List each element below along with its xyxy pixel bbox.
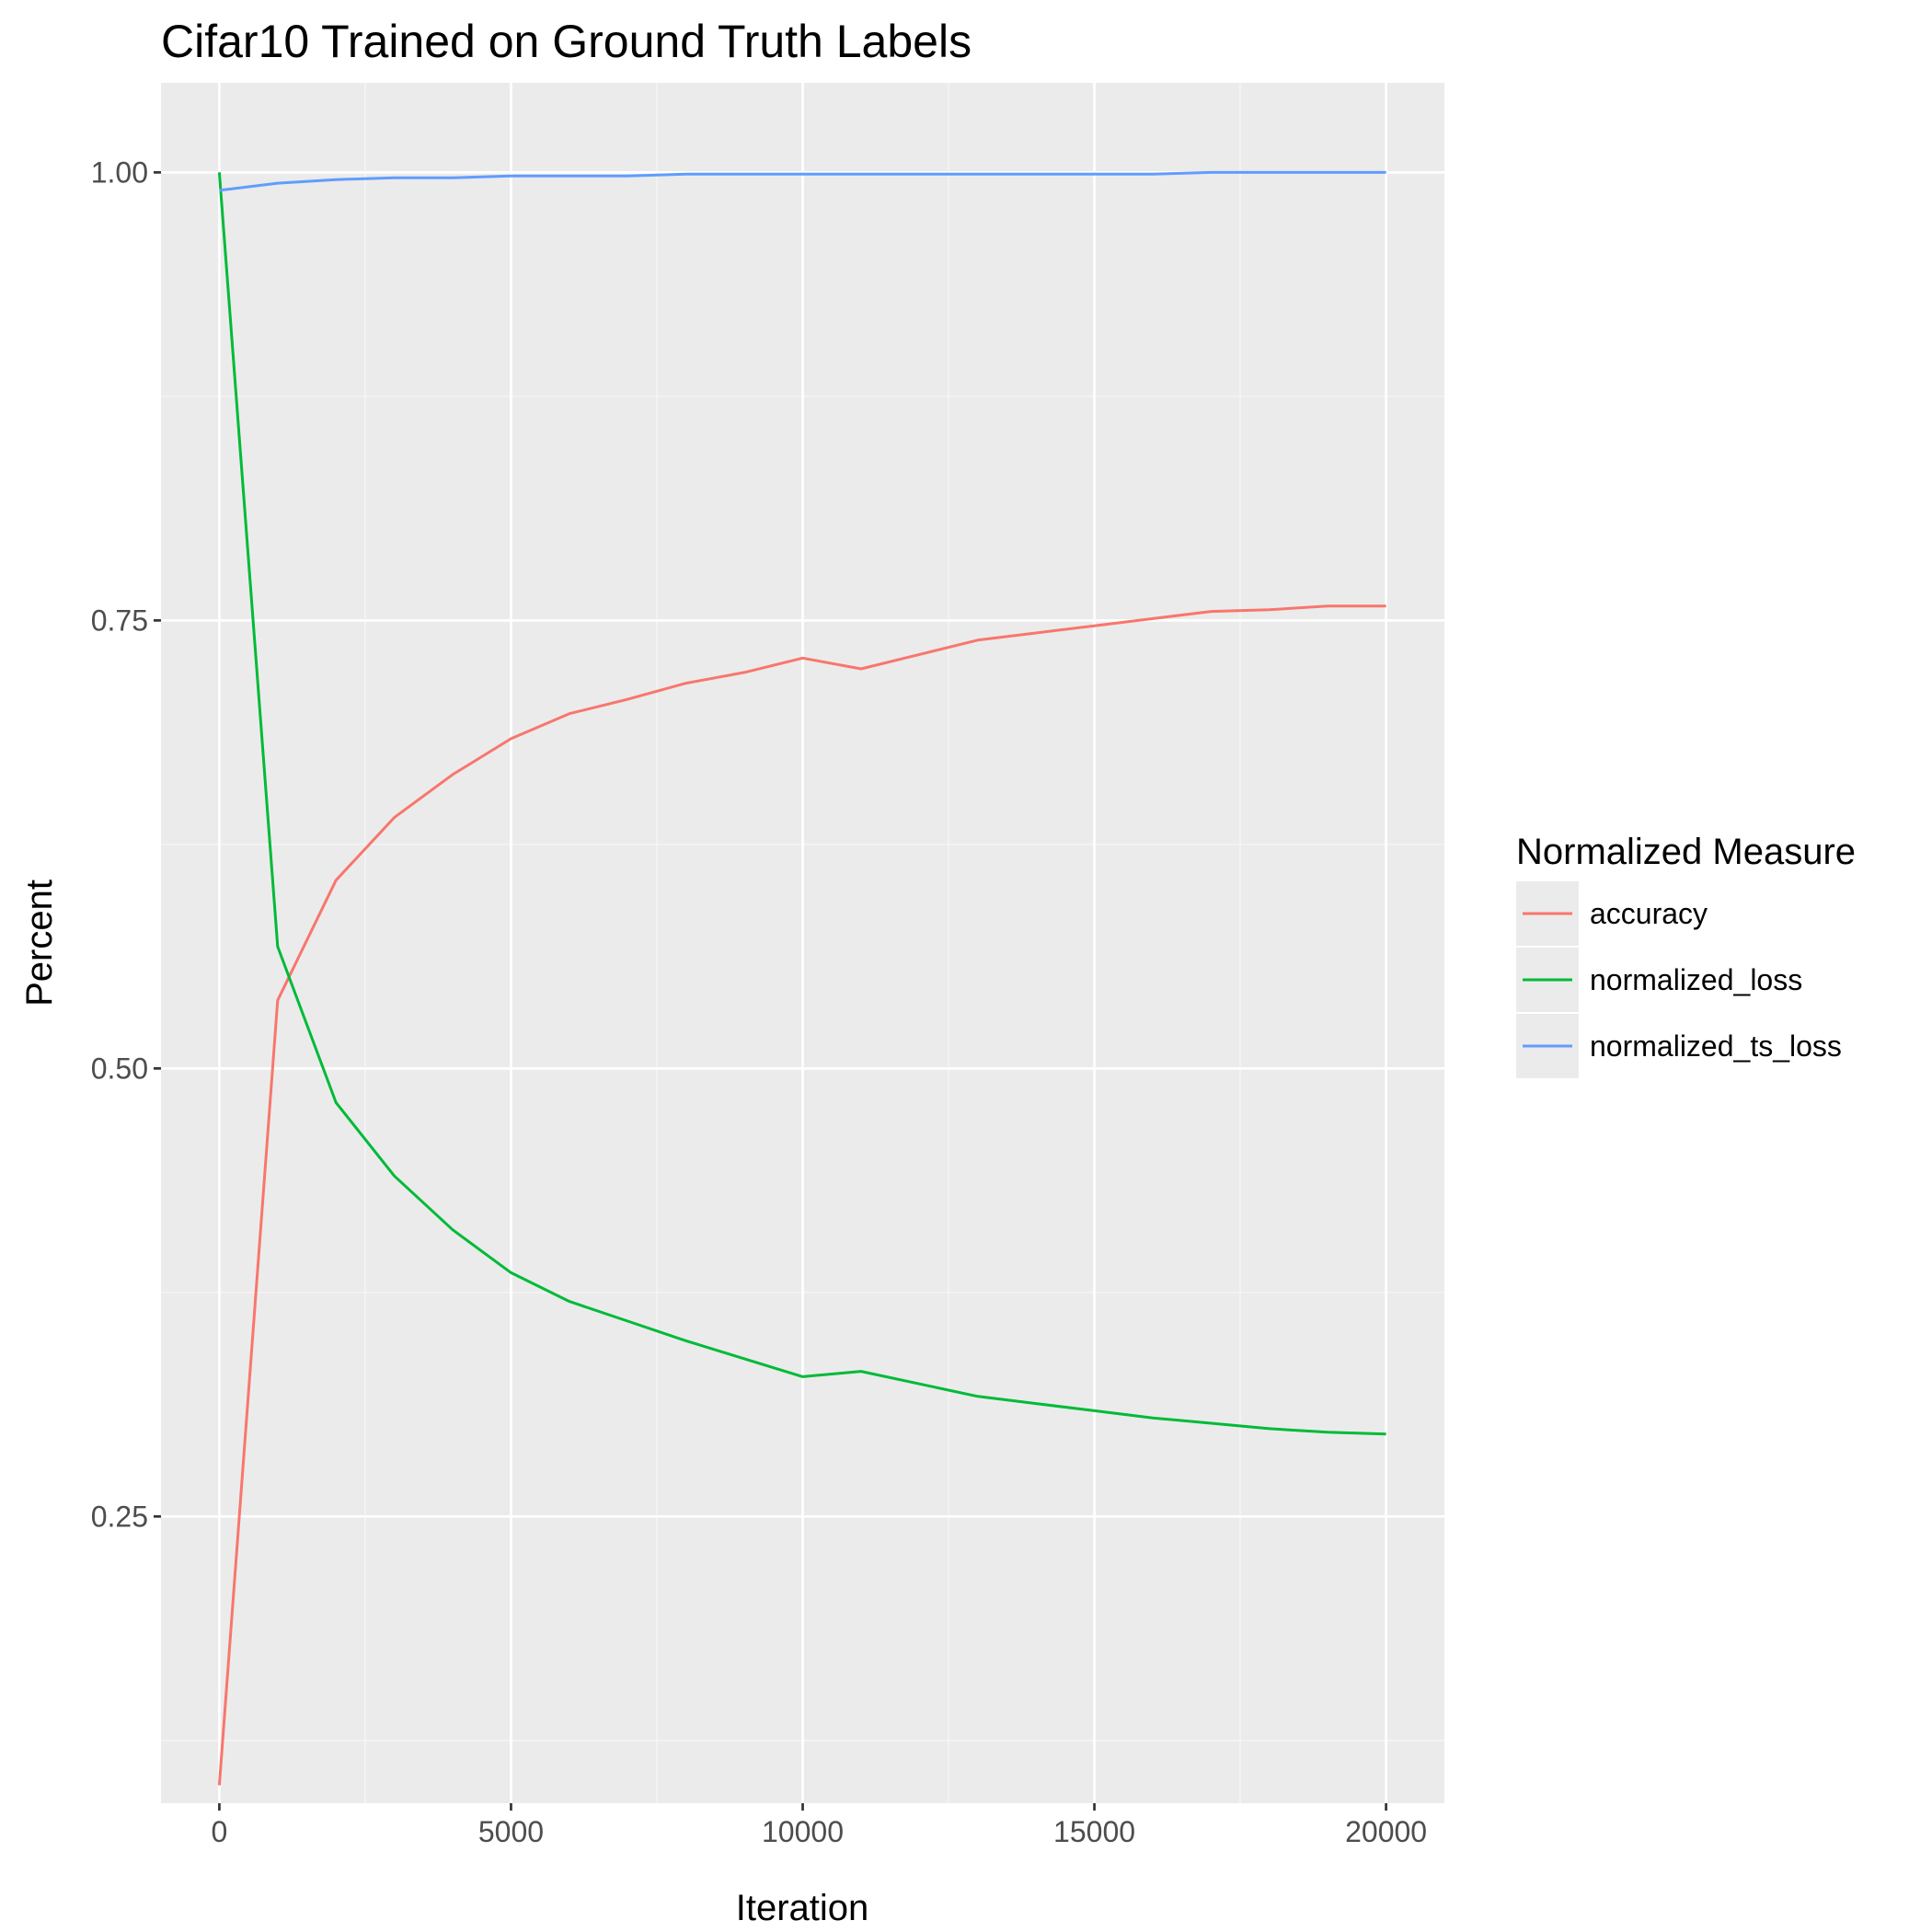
x-tick-label: 0 bbox=[212, 1815, 228, 1848]
legend-label-accuracy: accuracy bbox=[1590, 897, 1708, 930]
chart-title: Cifar10 Trained on Ground Truth Labels bbox=[161, 16, 972, 67]
legend-keys: accuracy normalized_loss normalized_ts_los… bbox=[1516, 881, 1842, 1078]
series-line-normalized_ts_loss bbox=[219, 170, 1386, 192]
y-tick-label: 1.00 bbox=[91, 155, 148, 189]
x-tick-label: 10000 bbox=[762, 1815, 844, 1848]
x-tick-label: 5000 bbox=[478, 1815, 544, 1848]
x-tick-label: 20000 bbox=[1345, 1815, 1427, 1848]
x-axis-title: Iteration bbox=[736, 1888, 869, 1928]
series-layer bbox=[217, 170, 1386, 1786]
legend-label-normalized_loss: normalized_loss bbox=[1590, 963, 1802, 996]
y-tick-label: 0.25 bbox=[91, 1500, 148, 1533]
y-axis-title: Percent bbox=[19, 880, 60, 1006]
series-line-normalized_loss bbox=[217, 172, 1386, 1436]
grid-major bbox=[161, 83, 1444, 1803]
legend-label-normalized_ts_loss: normalized_ts_loss bbox=[1590, 1029, 1842, 1063]
legend: Normalized Measure accuracy normalized_lo… bbox=[1516, 832, 1856, 1078]
y-tick-label: 0.75 bbox=[91, 604, 148, 637]
series-line-accuracy bbox=[217, 604, 1386, 1786]
y-tick-label: 0.50 bbox=[91, 1052, 148, 1085]
legend-title: Normalized Measure bbox=[1516, 832, 1856, 872]
axis-ticks: 0 5000 10000 15000 20000 0.25 0.50 0.75 1.00 bbox=[91, 155, 1427, 1848]
x-tick-label: 15000 bbox=[1053, 1815, 1135, 1848]
